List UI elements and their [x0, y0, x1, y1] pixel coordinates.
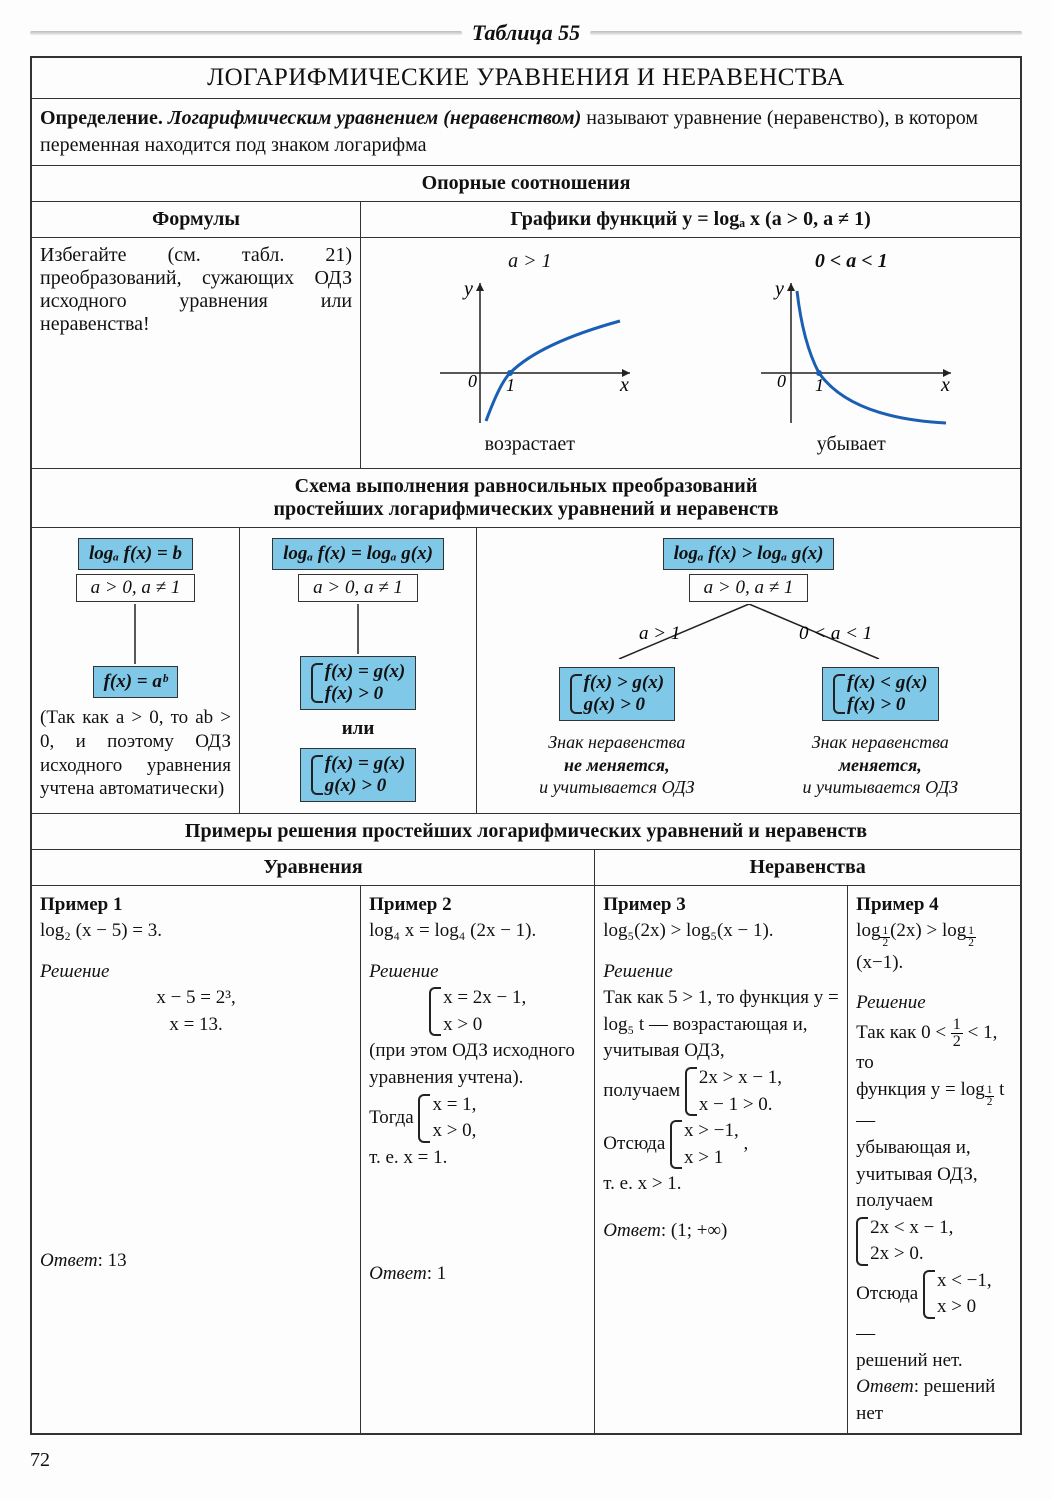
scheme1-top: logₐ f(x) = b: [78, 538, 193, 570]
scheme1-note: (Так как a > 0, то ab > 0, и поэтому ОДЗ…: [40, 706, 231, 801]
svg-text:0: 0: [468, 371, 477, 391]
example-3: Пример 3 log₅(2x) > log₅(x − 1). Решение…: [595, 885, 848, 1434]
graph-left: a > 1 0 1 x y во: [369, 244, 690, 462]
svg-text:0 < a < 1: 0 < a < 1: [799, 623, 872, 644]
example-1: Пример 1 log₂ (x − 5) = 3. Решение x − 5…: [31, 885, 361, 1434]
rule-right: [590, 31, 1022, 35]
example-2: Пример 2 log₄ x = log₄ (2x − 1). Решение…: [361, 885, 595, 1434]
formulas-note: Избегайте (см. табл. 21) преобразований,…: [31, 238, 361, 469]
page-number: 72: [30, 1449, 1022, 1472]
scheme2-or: или: [248, 718, 468, 740]
scheme3-noteR: Знак неравенства меняется, и учитывается…: [757, 731, 1004, 799]
scheme-header: Схема выполнения равносильных преобразов…: [31, 469, 1021, 528]
scheme1-cond: a > 0, a ≠ 1: [76, 574, 196, 602]
scheme3-sysR: f(x) < g(x) f(x) > 0: [822, 667, 938, 721]
graph-left-caption: возрастает: [377, 433, 682, 456]
ineq-header: Неравенства: [595, 849, 1021, 885]
scheme1-result: f(x) = aᵇ: [93, 666, 179, 698]
svg-text:y: y: [462, 278, 473, 300]
scheme-row: logₐ f(x) = b a > 0, a ≠ 1 f(x) = aᵇ (Та…: [31, 528, 1021, 814]
scheme-col3: logₐ f(x) > logₐ g(x) a > 0, a ≠ 1 a > 1…: [477, 528, 1020, 813]
scheme3-top: logₐ f(x) > logₐ g(x): [663, 538, 835, 570]
scheme2-cond: a > 0, a ≠ 1: [298, 574, 418, 602]
rule-left: [30, 31, 462, 35]
svg-text:0: 0: [777, 371, 786, 391]
formulas-header: Формулы: [31, 202, 361, 238]
svg-text:a > 1: a > 1: [639, 623, 680, 644]
examples-header: Примеры решения простейших логарифмическ…: [31, 813, 1021, 849]
scheme3-cond: a > 0, a ≠ 1: [689, 574, 809, 602]
graph-right: 0 < a < 1 0 1 x y: [691, 244, 1012, 462]
graph-right-cond: 0 < a < 1: [699, 250, 1004, 273]
example-4: Пример 4 log12(2x) > log12(x−1). Решение…: [848, 885, 1021, 1434]
definition-lead: Определение.: [40, 107, 163, 129]
main-table: ЛОГАРИФМИЧЕСКИЕ УРАВНЕНИЯ И НЕРАВЕНСТВА …: [30, 56, 1022, 1435]
graph-right-caption: убывает: [699, 433, 1004, 456]
scheme2-top: logₐ f(x) = logₐ g(x): [272, 538, 444, 570]
definition-cell: Определение. Логарифмическим уравнением …: [31, 99, 1021, 166]
main-title: ЛОГАРИФМИЧЕСКИЕ УРАВНЕНИЯ И НЕРАВЕНСТВА: [31, 57, 1021, 99]
svg-text:y: y: [773, 278, 784, 300]
support-header: Опорные соотношения: [31, 166, 1021, 202]
svg-text:x: x: [940, 374, 950, 396]
svg-text:x: x: [619, 374, 629, 396]
scheme-col2: logₐ f(x) = logₐ g(x) a > 0, a ≠ 1 f(x) …: [239, 528, 476, 813]
definition-body: Логарифмическим уравнением (неравенством…: [168, 107, 581, 129]
scheme2-sys1: f(x) = g(x) f(x) > 0: [300, 656, 416, 710]
eq-header: Уравнения: [31, 849, 595, 885]
scheme2-sys2: f(x) = g(x) g(x) > 0: [300, 748, 416, 802]
graphs-header: Графики функций y = logₐ x (a > 0, a ≠ 1…: [361, 202, 1021, 238]
graphs-cell: a > 1 0 1 x y во: [361, 238, 1021, 469]
scheme3-sysL: f(x) > g(x) g(x) > 0: [559, 667, 675, 721]
scheme-col1: logₐ f(x) = b a > 0, a ≠ 1 f(x) = aᵇ (Та…: [32, 528, 239, 813]
scheme3-noteL: Знак неравенства не меняется, и учитывае…: [493, 731, 740, 799]
graph-left-cond: a > 1: [377, 250, 682, 273]
table-label-row: Таблица 55: [30, 20, 1022, 46]
graph-increasing: 0 1 x y: [420, 273, 640, 433]
graph-decreasing: 0 1 x y: [741, 273, 961, 433]
table-label: Таблица 55: [472, 20, 580, 46]
